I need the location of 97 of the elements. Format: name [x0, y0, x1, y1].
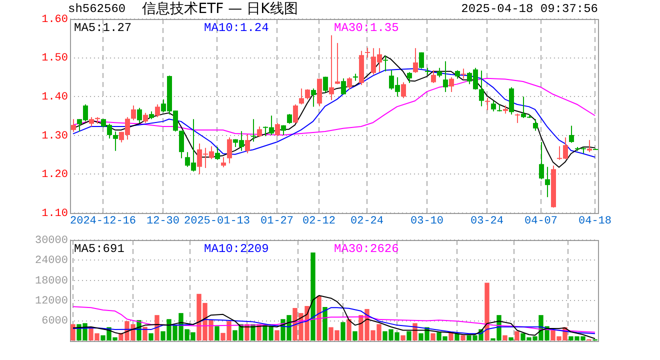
candlestick [275, 122, 280, 137]
candlestick [365, 47, 370, 58]
text: MA30:1.35 [334, 21, 399, 36]
bar [214, 326, 220, 340]
candlestick [143, 112, 148, 124]
candlestick [491, 100, 496, 112]
y-tick-label: 30000 [34, 234, 68, 247]
candlestick [257, 126, 262, 138]
candlestick [221, 156, 226, 168]
candlestick [431, 70, 436, 84]
y-tick-label: 24000 [34, 255, 68, 268]
y-tick-label: 1.60 [42, 14, 68, 26]
candlestick [287, 114, 292, 124]
candlestick [245, 134, 250, 154]
x-tick-label: 02-12 [302, 215, 336, 228]
candlestick [341, 78, 346, 95]
bar [484, 282, 490, 340]
bar [346, 319, 352, 340]
candlestick [383, 55, 388, 72]
x-tick-label: 2024-12-16 [70, 215, 136, 228]
bar [274, 330, 280, 340]
candlestick [137, 107, 142, 124]
candlestick [485, 97, 490, 111]
candlestick [71, 118, 76, 132]
candlestick [89, 116, 94, 127]
chart-title: 信息技术ETF — 日K线图 [142, 1, 298, 17]
bar [430, 333, 436, 340]
text: sh562560 [68, 2, 126, 16]
x-tick-label: 03-24 [470, 215, 504, 228]
candlestick [113, 131, 118, 152]
candlestick [179, 130, 184, 159]
candlestick [449, 76, 454, 92]
x-tick-label: 02-24 [350, 215, 384, 228]
bar [460, 335, 466, 340]
candlestick [335, 42, 340, 85]
candlestick [539, 141, 544, 180]
bar [502, 335, 508, 340]
candlestick [311, 88, 316, 108]
candlestick [419, 52, 424, 70]
bar [508, 337, 514, 340]
y-tick-label: 1.40 [42, 92, 68, 104]
bar [70, 324, 76, 340]
candlestick [215, 146, 220, 160]
y-tick-label: 6000 [42, 316, 68, 328]
bar [316, 296, 322, 340]
y-tick-label: 1.50 [42, 52, 68, 65]
candlestick [293, 104, 298, 124]
x-tick-label: 2025-01-13 [184, 215, 250, 228]
candlestick [347, 76, 352, 90]
x-tick-label: 04-18 [578, 215, 612, 228]
candlestick [131, 105, 136, 121]
candlestick [461, 68, 466, 80]
y-tick-label: 12000 [34, 296, 68, 308]
bar [142, 326, 148, 340]
candlestick [413, 48, 418, 74]
candlestick [227, 136, 232, 164]
candlestick [299, 88, 304, 105]
candlestick [251, 118, 256, 142]
candlestick [509, 86, 514, 115]
bar [154, 315, 160, 340]
text: MA10:2209 [204, 242, 269, 256]
candlestick [329, 34, 334, 101]
candlestick [305, 88, 310, 100]
candlestick [155, 104, 160, 118]
text: MA10:1.24 [204, 21, 269, 36]
candlestick [443, 60, 448, 92]
x-tick-label: 12-30 [146, 215, 180, 228]
text: MA5:1.27 [74, 21, 132, 36]
candlestick [533, 118, 538, 132]
bar [148, 333, 154, 340]
candlestick [521, 96, 526, 118]
candlestick [407, 72, 412, 84]
candlestick [587, 140, 592, 153]
bar [340, 322, 346, 340]
y-tick-label: 18000 [34, 275, 68, 288]
bar [322, 306, 328, 340]
y-tick-label: 1.20 [42, 169, 68, 182]
candlestick [437, 67, 442, 78]
text: 2025-04-18 09:37:56 [461, 2, 598, 16]
text: MA30:2626 [334, 242, 399, 256]
text: MA5:691 [74, 242, 124, 256]
bar [310, 252, 316, 340]
candlestick [479, 70, 484, 107]
bar [400, 335, 406, 340]
x-tick-label: 01-27 [260, 215, 294, 228]
candlestick [323, 76, 328, 93]
candlestick [515, 113, 520, 124]
candlestick [401, 82, 406, 99]
y-tick-label: 1.30 [42, 130, 68, 142]
bar [352, 331, 358, 340]
x-tick-label: 04-07 [524, 215, 558, 228]
candlestick [545, 166, 550, 198]
bar [406, 331, 412, 340]
x-tick-label: 03-10 [410, 215, 444, 228]
candlestick [569, 125, 574, 144]
y-tick-label: 1.10 [42, 208, 68, 220]
bar [514, 331, 520, 340]
